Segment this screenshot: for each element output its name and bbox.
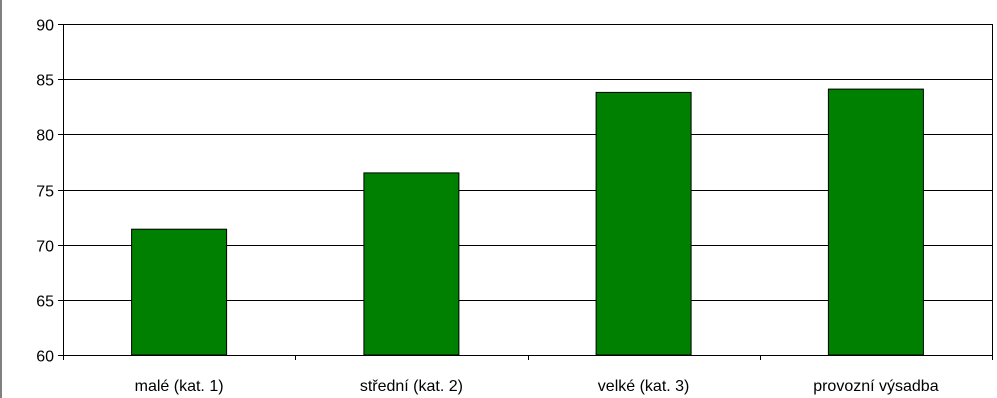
x-tick-label: střední (kat. 2) <box>360 378 463 395</box>
y-tick-label: 65 <box>36 294 54 311</box>
y-tick-label: 90 <box>36 18 54 35</box>
bar <box>827 88 924 356</box>
y-tick-label: 60 <box>36 349 54 366</box>
y-tick-label: 80 <box>36 128 54 145</box>
y-tick-label: 85 <box>36 73 54 90</box>
axes <box>58 24 993 360</box>
x-tick-label: malé (kat. 1) <box>135 378 224 395</box>
bar <box>595 91 692 356</box>
y-tick-label: 75 <box>36 184 54 201</box>
y-tick-labels: 60 65 70 75 80 85 90 <box>36 18 54 366</box>
x-tick-label: velké (kat. 3) <box>598 378 690 395</box>
x-tick-labels: malé (kat. 1) střední (kat. 2) velké (kat.… <box>135 378 939 395</box>
bar <box>131 228 228 356</box>
bar <box>363 172 460 356</box>
x-tick-label: provozní výsadba <box>813 378 939 395</box>
y-tick-label: 70 <box>36 239 54 256</box>
